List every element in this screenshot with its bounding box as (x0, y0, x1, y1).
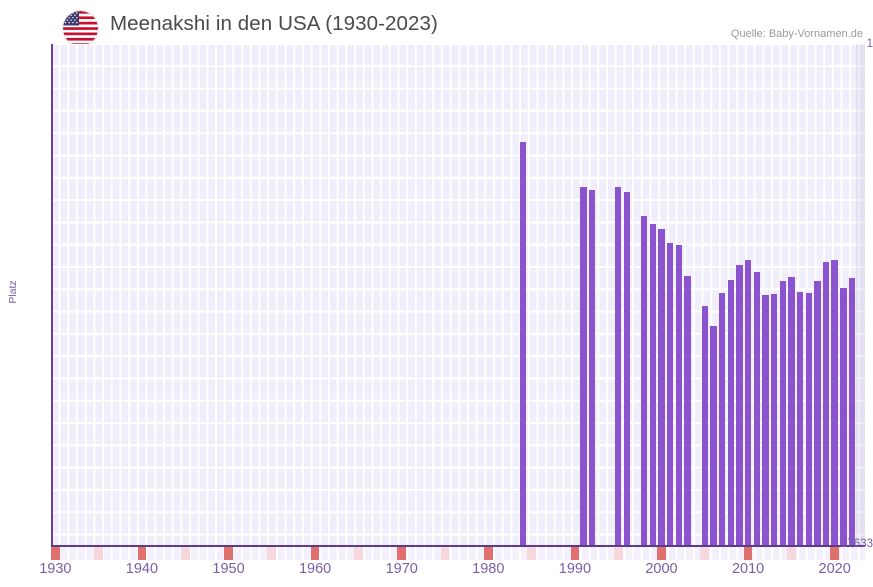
x-tick-mark-1990 (570, 547, 580, 560)
x-tick-mark-1935 (94, 547, 103, 560)
bar-series-layer (51, 44, 865, 546)
bar-1992[interactable] (589, 190, 596, 546)
x-tick-mark-1975 (440, 547, 450, 560)
bar-2006[interactable] (710, 325, 717, 546)
x-tick-mark-1995 (613, 547, 623, 560)
x-tick-mark-1985 (527, 547, 536, 560)
x-axis-tick-row (51, 547, 865, 560)
x-axis-line (51, 545, 865, 547)
x-tick-mark-1955 (267, 547, 277, 560)
x-axis-tick-2020: 2020 (818, 561, 851, 577)
x-tick-mark-1980 (483, 547, 493, 560)
x-tick-mark-2010 (743, 547, 753, 560)
x-axis-tick-1940: 1940 (125, 561, 159, 577)
bar-2020[interactable] (831, 259, 838, 546)
bar-2012[interactable] (762, 295, 769, 546)
bar-2017[interactable] (805, 292, 812, 546)
y-axis-title: Platz (7, 280, 19, 304)
x-tick-mark-1930 (51, 547, 60, 560)
bar-1999[interactable] (649, 223, 657, 546)
x-tick-mark-1965 (354, 547, 363, 560)
bar-2007[interactable] (718, 293, 726, 546)
bar-2003[interactable] (684, 275, 691, 546)
bar-2019[interactable] (822, 262, 830, 546)
bar-2016[interactable] (796, 291, 804, 546)
chart-header: Meenakshi in den USA (1930-2023) Quelle:… (0, 0, 873, 46)
bar-2001[interactable] (666, 243, 674, 546)
x-axis-tick-1950: 1950 (212, 561, 245, 577)
y-axis-tick-top: 1 (866, 38, 873, 50)
x-tick-mark-1950 (224, 547, 233, 560)
x-axis-tick-1960: 1960 (298, 561, 332, 577)
x-axis-tick-2010: 2010 (731, 561, 765, 577)
x-tick-mark-1940 (137, 547, 147, 560)
source-label: Quelle: Baby-Vornamen.de (730, 28, 863, 40)
x-tick-mark-2000 (657, 547, 666, 560)
bar-1991[interactable] (580, 186, 587, 546)
bar-2005[interactable] (701, 306, 708, 546)
bar-2010[interactable] (744, 260, 752, 546)
bar-2008[interactable] (727, 280, 734, 546)
forecast-shaded-region (856, 44, 865, 546)
x-axis-tick-1970: 1970 (385, 561, 418, 577)
x-tick-mark-1945 (180, 547, 190, 560)
y-axis-tick-bottom: 17633 (841, 538, 873, 550)
bar-2013[interactable] (770, 294, 778, 546)
bar-1995[interactable] (614, 187, 622, 546)
bar-2021[interactable] (840, 287, 847, 546)
page-title: Meenakshi in den USA (1930-2023) (110, 12, 438, 35)
x-axis-tick-2000: 2000 (645, 561, 678, 577)
x-axis-tick-1930: 1930 (39, 561, 72, 577)
bar-2011[interactable] (753, 272, 760, 546)
bar-2009[interactable] (736, 264, 743, 546)
y-axis-line (51, 44, 53, 546)
x-tick-mark-1970 (397, 547, 407, 560)
bar-2015[interactable] (788, 277, 795, 546)
us-flag-icon (63, 11, 98, 46)
x-tick-mark-1960 (310, 547, 320, 560)
x-tick-mark-2020 (830, 547, 840, 560)
bar-1984[interactable] (519, 142, 527, 546)
bar-1998[interactable] (640, 215, 648, 546)
bar-2018[interactable] (814, 280, 821, 546)
chart-plot-area (51, 44, 865, 546)
bar-2014[interactable] (779, 280, 786, 546)
x-tick-mark-2005 (700, 547, 710, 560)
x-tick-mark-2015 (787, 547, 796, 560)
bar-2022[interactable] (848, 278, 856, 546)
x-axis-tick-1990: 1990 (558, 561, 592, 577)
bar-2000[interactable] (658, 228, 665, 546)
bar-2002[interactable] (675, 244, 683, 546)
bar-1996[interactable] (623, 192, 631, 546)
x-axis-tick-1980: 1980 (472, 561, 505, 577)
